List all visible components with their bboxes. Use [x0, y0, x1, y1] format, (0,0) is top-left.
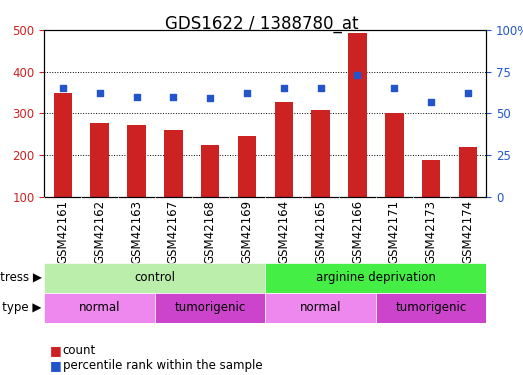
Bar	[266, 292, 376, 322]
Point	[169, 94, 177, 100]
Text: GSM42174: GSM42174	[461, 200, 474, 264]
Text: GSM42166: GSM42166	[351, 200, 364, 264]
Point	[96, 90, 104, 96]
Bar	[376, 292, 486, 322]
Text: GSM42163: GSM42163	[130, 200, 143, 264]
Bar	[385, 113, 404, 197]
Bar	[312, 110, 330, 197]
Text: GSM42171: GSM42171	[388, 200, 401, 264]
Bar	[164, 130, 183, 197]
Bar	[54, 93, 72, 197]
Bar	[422, 160, 440, 197]
Text: tumorigenic: tumorigenic	[175, 301, 246, 314]
Text: count: count	[63, 344, 96, 357]
Bar	[44, 262, 266, 292]
Point	[427, 99, 435, 105]
Point	[59, 86, 67, 92]
Text: normal: normal	[79, 301, 120, 314]
Point	[280, 86, 288, 92]
Point	[243, 90, 251, 96]
Text: stress ▶: stress ▶	[0, 271, 42, 284]
Bar	[275, 102, 293, 197]
Text: GSM42161: GSM42161	[56, 200, 70, 264]
Bar	[90, 123, 109, 197]
Point	[464, 90, 472, 96]
Point	[354, 72, 362, 78]
Bar	[459, 147, 477, 197]
Text: control: control	[134, 271, 175, 284]
Text: ■: ■	[50, 344, 61, 357]
Text: GSM42164: GSM42164	[277, 200, 290, 264]
Text: GSM42165: GSM42165	[314, 200, 327, 264]
Bar	[155, 292, 266, 322]
Point	[390, 86, 399, 92]
Bar	[266, 262, 486, 292]
Text: GSM42162: GSM42162	[93, 200, 106, 264]
Text: cell type ▶: cell type ▶	[0, 301, 42, 314]
Bar	[201, 145, 219, 197]
Bar	[348, 33, 367, 197]
Text: GDS1622 / 1388780_at: GDS1622 / 1388780_at	[165, 15, 358, 33]
Text: GSM42167: GSM42167	[167, 200, 180, 264]
Bar	[127, 125, 146, 197]
Point	[206, 95, 214, 101]
Point	[316, 86, 325, 92]
Bar	[238, 136, 256, 197]
Text: percentile rank within the sample: percentile rank within the sample	[63, 359, 263, 372]
Text: normal: normal	[300, 301, 342, 314]
Point	[132, 94, 141, 100]
Text: arginine deprivation: arginine deprivation	[316, 271, 436, 284]
Text: GSM42168: GSM42168	[203, 200, 217, 264]
Text: GSM42173: GSM42173	[425, 200, 438, 264]
Bar	[44, 292, 155, 322]
Text: tumorigenic: tumorigenic	[395, 301, 467, 314]
Text: GSM42169: GSM42169	[241, 200, 254, 264]
Text: ■: ■	[50, 359, 61, 372]
